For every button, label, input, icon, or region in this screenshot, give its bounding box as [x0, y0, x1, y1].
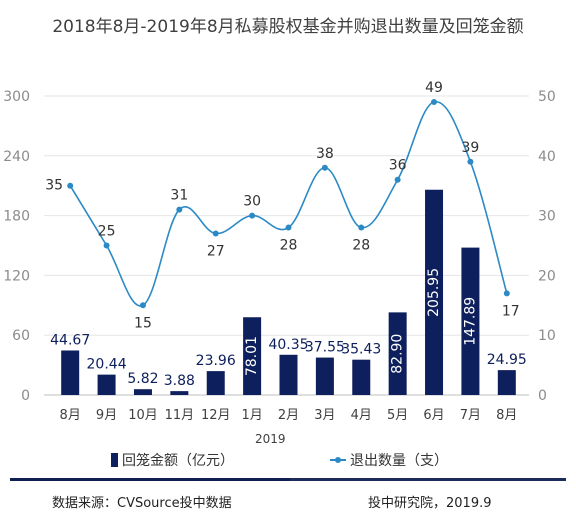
- legend-line-label: 退出数量（支）: [350, 453, 448, 469]
- combo-chart: 0 60 120 180 240 300 0 10 20 30 40 50 44.67 20.445.82…: [3, 80, 556, 446]
- line-point: [212, 230, 219, 237]
- bar: [170, 391, 189, 395]
- bar-value-label: 3.88: [164, 373, 195, 389]
- y-right-tick-label: 0: [538, 388, 547, 404]
- bar-value-label: 24.95: [487, 352, 527, 368]
- y-right-tick-label: 20: [538, 268, 556, 284]
- bar: [388, 312, 407, 395]
- bar: [97, 374, 116, 395]
- x-tick-label: 8月: [496, 408, 517, 423]
- line-value-label: 39: [462, 140, 480, 156]
- bar-value-label: 20.44: [87, 357, 127, 373]
- line-value-label: 36: [389, 158, 407, 174]
- line-value-label: 30: [243, 194, 261, 210]
- bar: [279, 354, 298, 395]
- bar-value-label: 23.96: [196, 353, 236, 369]
- y-left-tick-label: 120: [3, 268, 30, 284]
- line-value-label: 31: [170, 188, 188, 204]
- x-tick-label: 5月: [387, 408, 408, 423]
- bar: [461, 247, 480, 395]
- y-left-tick-label: 180: [3, 209, 30, 225]
- credit-note: 投中研究院，2019.9: [368, 496, 492, 511]
- x-tick-label: 1月: [241, 408, 262, 423]
- line-point: [176, 206, 183, 213]
- bar: [425, 189, 444, 395]
- line-point: [431, 98, 438, 105]
- line-point: [503, 290, 510, 297]
- bar: [133, 389, 152, 395]
- x-tick-label: 10月: [128, 408, 158, 423]
- bar-value-label: 44.67: [50, 332, 90, 348]
- line-value-label: 38: [316, 146, 334, 162]
- line-point: [67, 182, 74, 189]
- bar-value-label: 78.01: [244, 336, 260, 376]
- year-label: 2019: [255, 432, 286, 446]
- x-tick-label: 2月: [278, 408, 299, 423]
- bar: [243, 317, 262, 395]
- bar: [61, 350, 80, 395]
- x-tick-label: 3月: [314, 408, 335, 423]
- line-point: [249, 212, 256, 219]
- line-point: [321, 164, 328, 171]
- bar-value-label: 37.55: [305, 340, 345, 356]
- x-tick-label: 4月: [351, 408, 372, 423]
- bar-value-label: 5.82: [127, 371, 158, 387]
- line-value-label: 28: [352, 238, 370, 254]
- legend-line-swatch: [330, 457, 346, 463]
- line-value-label: 25: [98, 224, 116, 240]
- legend-item-bar: 回笼金额（亿元）: [111, 450, 234, 470]
- bar: [497, 370, 516, 395]
- y-right-tick-label: 10: [538, 328, 556, 344]
- bar-value-label: 205.95: [426, 268, 442, 317]
- line-value-label: 49: [425, 80, 443, 96]
- bar-value-label: 35.43: [341, 342, 381, 358]
- bar: [206, 371, 225, 395]
- y-right-tick-label: 40: [538, 149, 556, 165]
- x-tick-label: 7月: [460, 408, 481, 423]
- line-point: [358, 224, 365, 231]
- line-value-label: 15: [134, 315, 152, 331]
- footer-divider-accent: [10, 478, 290, 481]
- x-tick-label: 9月: [96, 408, 117, 423]
- legend: 回笼金额（亿元） 退出数量（支）: [0, 450, 576, 470]
- bar-value-label: 40.35: [268, 337, 308, 353]
- y-right-tick-label: 30: [538, 209, 556, 225]
- bar: [315, 357, 334, 395]
- bar: [352, 359, 371, 395]
- legend-bar-swatch: [111, 453, 118, 467]
- x-tick-label: 6月: [423, 408, 444, 423]
- y-left-tick-label: 300: [3, 89, 30, 105]
- line-point: [139, 302, 146, 309]
- legend-bar-label: 回笼金额（亿元）: [122, 453, 234, 469]
- legend-item-line: 退出数量（支）: [330, 450, 448, 470]
- line-value-label: 17: [502, 303, 520, 319]
- chart-title: 2018年8月-2019年8月私募股权基金并购退出数量及回笼金额: [52, 17, 524, 37]
- line-point: [103, 242, 110, 249]
- x-tick-label: 11月: [165, 408, 195, 423]
- x-tick-label: 12月: [201, 408, 231, 423]
- line-value-label: 27: [207, 244, 225, 260]
- x-tick-label: 8月: [60, 408, 81, 423]
- bar-value-label: 147.89: [462, 297, 478, 346]
- line-point: [394, 176, 401, 183]
- y-left-tick-label: 0: [21, 388, 30, 404]
- source-note: 数据来源：CVSource投中数据: [52, 496, 232, 511]
- line-value-label: 35: [45, 178, 63, 194]
- line-point: [285, 224, 292, 231]
- bar-value-label: 82.90: [390, 334, 406, 374]
- y-left-tick-label: 60: [12, 328, 30, 344]
- y-left-tick-label: 240: [3, 149, 30, 165]
- line-point: [467, 158, 474, 165]
- y-right-tick-label: 50: [538, 89, 556, 105]
- line-value-label: 28: [280, 238, 298, 254]
